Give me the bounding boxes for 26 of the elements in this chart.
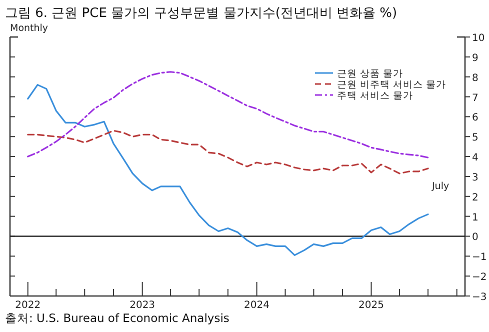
source-note: 출처: U.S. Bureau of Economic Analysis: [5, 311, 230, 325]
y-tick-label: 7: [472, 92, 478, 104]
y-tick-label: 9: [472, 52, 478, 64]
x-tick-label: 2024: [244, 300, 270, 311]
chart-title: 그림 6. 근원 PCE 물가의 구성부문별 물가지수(전년대비 변화율 %): [5, 6, 398, 21]
legend-label: 근원 비주택 서비스 물가: [337, 80, 446, 90]
y-tick-label: 5: [472, 132, 478, 144]
y-tick-label: 10: [472, 33, 485, 44]
y-tick-label: 3: [472, 172, 478, 184]
x-tick-label: 2025: [358, 300, 384, 311]
legend-label: 주택 서비스 물가: [337, 90, 414, 102]
y-tick-label: 1: [472, 212, 478, 224]
y-tick-label: 2: [472, 192, 478, 204]
y-tick-label: −1: [472, 252, 487, 264]
y-tick-label: −2: [472, 272, 487, 284]
legend-label: 근원 상품 물가: [337, 68, 404, 80]
y-tick-label: −3: [472, 292, 487, 303]
x-tick-label: 2023: [130, 300, 156, 311]
y-tick-label: 4: [472, 152, 478, 164]
text: Monthly: [10, 23, 48, 34]
x-tick-label: 2022: [15, 300, 41, 311]
line-series: [27, 130, 429, 174]
y-tick-label: 6: [472, 112, 478, 124]
y-tick-label: 0: [472, 232, 478, 244]
y-tick-label: 8: [472, 72, 478, 84]
annotation: July: [431, 181, 450, 192]
